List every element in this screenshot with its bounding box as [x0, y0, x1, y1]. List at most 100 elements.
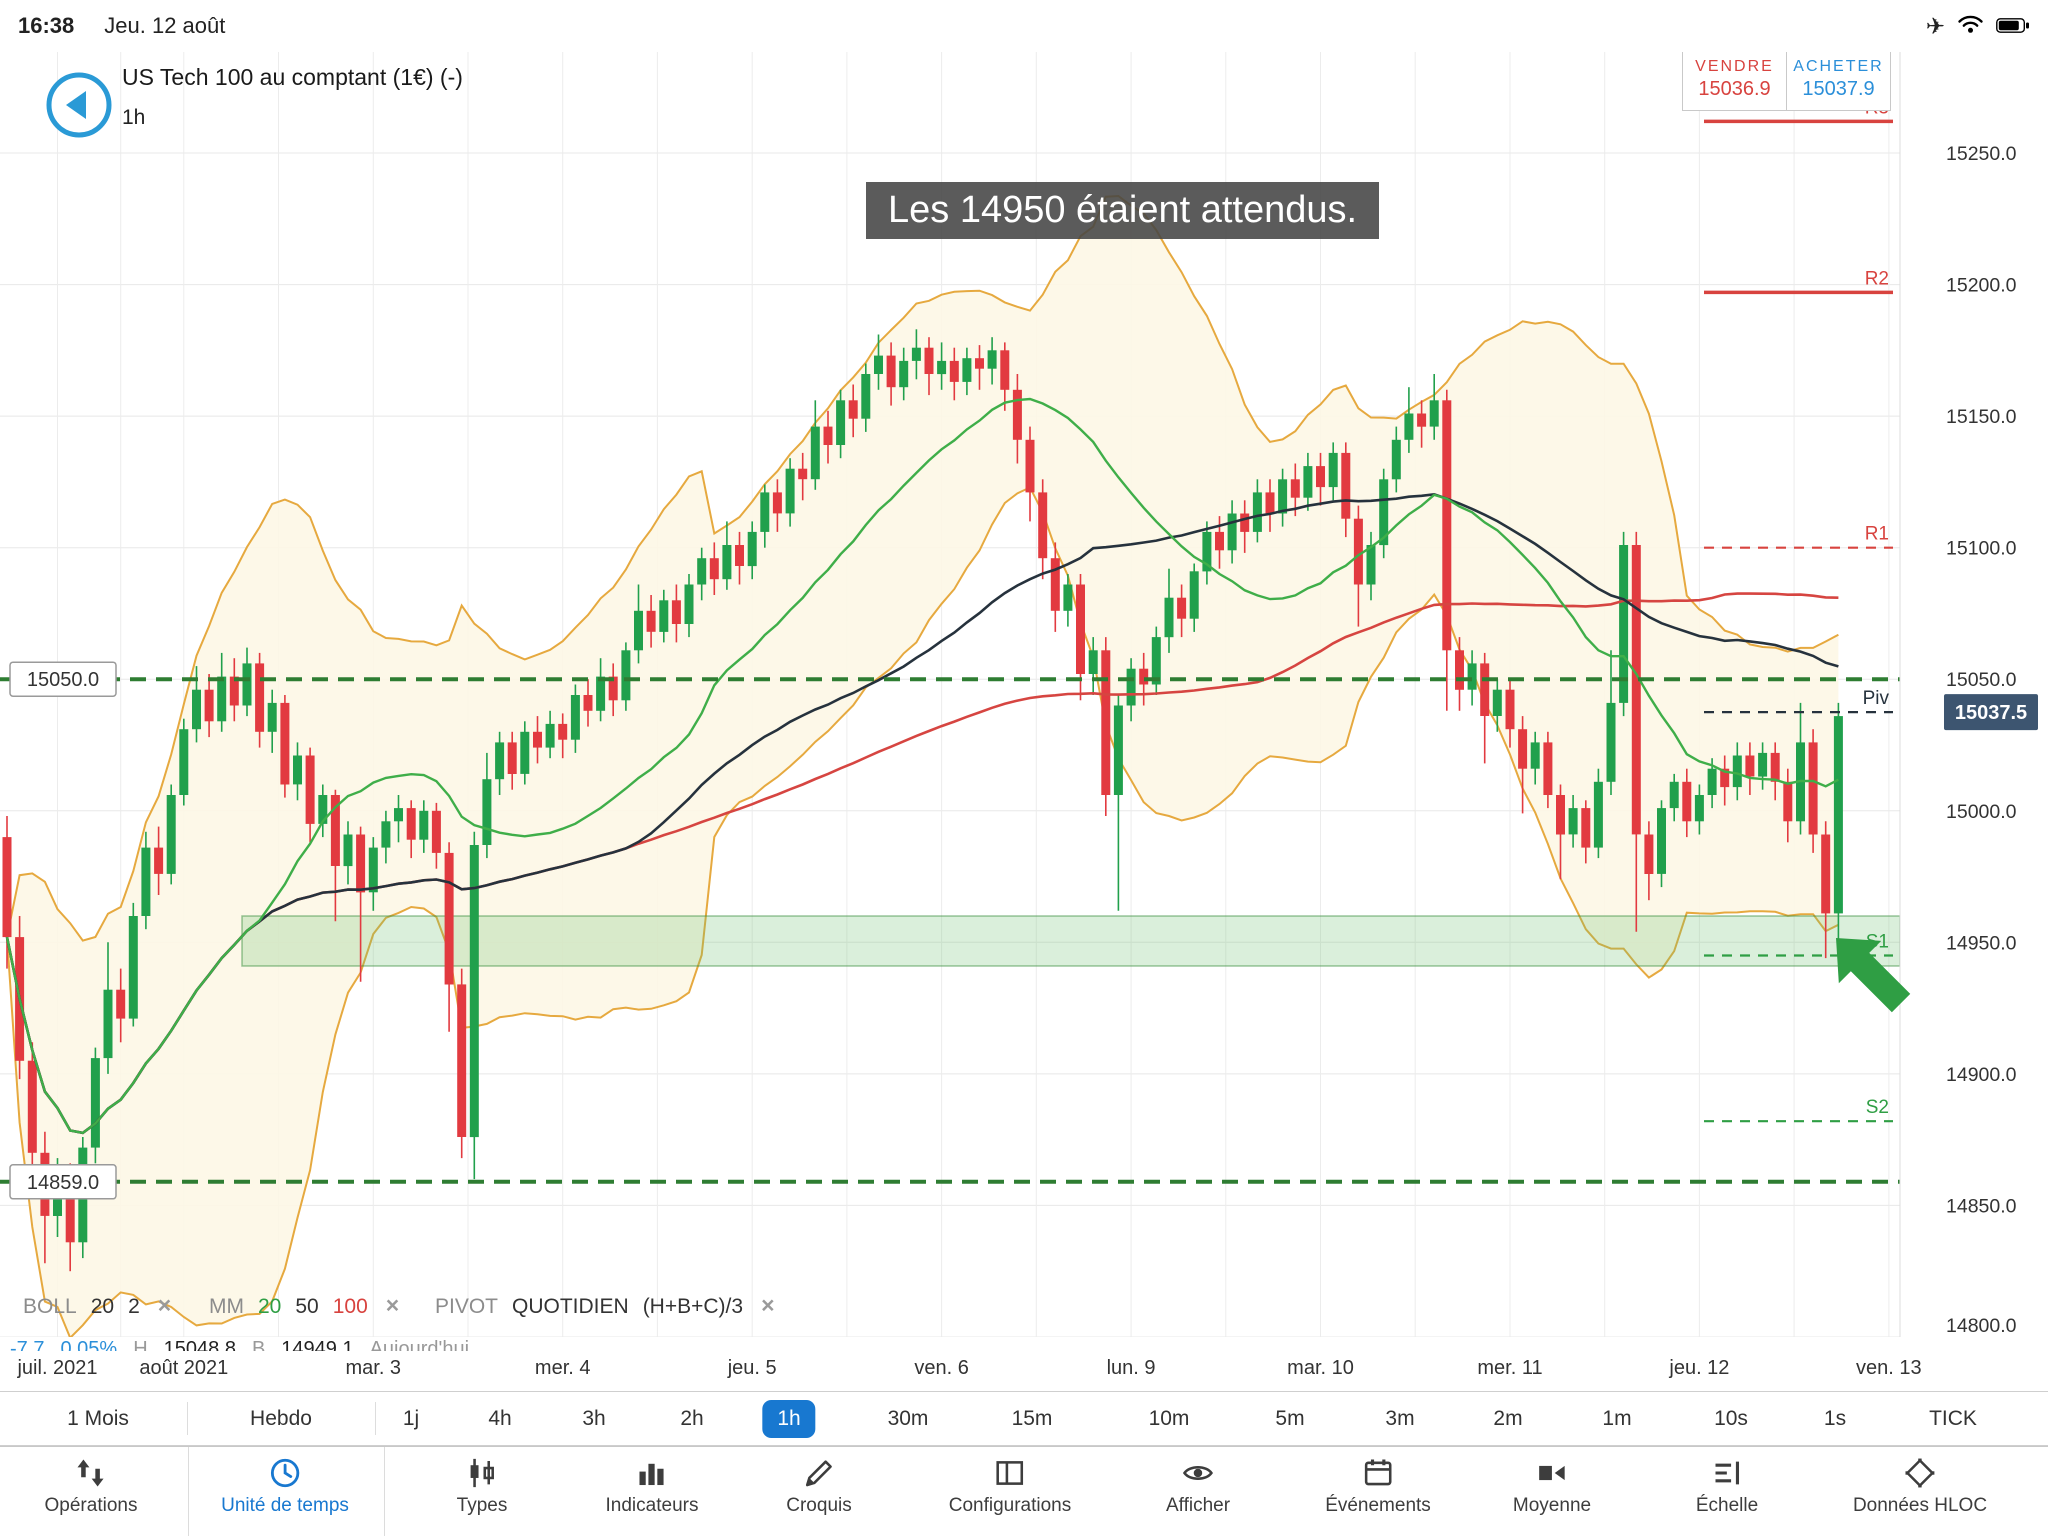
mm50-line: [5, 492, 1839, 1135]
y-axis-label: 15100.0: [1946, 538, 2017, 560]
x-axis-label: mer. 11: [1477, 1357, 1543, 1379]
status-bar: 16:38 Jeu. 12 août ✈: [0, 0, 2048, 52]
change-value: -7.7: [10, 1338, 45, 1352]
y-axis-label: 15200.0: [1946, 275, 2017, 297]
timeframe-hebdo[interactable]: Hebdo: [250, 1406, 312, 1430]
timeframe-30m[interactable]: 30m: [887, 1406, 929, 1430]
toolbar-configurations[interactable]: Configurations: [948, 1456, 1072, 1517]
timeframe-4h[interactable]: 4h: [488, 1406, 512, 1430]
toolbar-label: Données HLOC: [1852, 1495, 1988, 1516]
boll-period: 20: [90, 1295, 115, 1318]
mm-name: MM: [209, 1295, 244, 1318]
y-axis-label: 15000.0: [1946, 801, 2017, 823]
y-axis-label: 15250.0: [1946, 143, 2017, 165]
pivot-formula: (H+B+C)/3: [642, 1295, 744, 1318]
bottom-toolbar: Opérations Unité de temps Types Indicateurs…: [0, 1446, 2048, 1536]
timeframe-1h[interactable]: 1h: [762, 1399, 816, 1438]
sketch-icon: [802, 1456, 836, 1490]
toolbar-unité-de-temps[interactable]: Unité de temps: [221, 1456, 349, 1517]
x-axis-label: ven. 13: [1856, 1357, 1922, 1379]
timeframe-1s[interactable]: 1s: [1823, 1406, 1847, 1430]
toolbar-label: Échelle: [1695, 1495, 1759, 1516]
sell-button[interactable]: VENDRE 15036.9: [1683, 48, 1786, 110]
mm20-line: [5, 397, 1839, 1135]
buy-label: ACHETER: [1793, 57, 1884, 75]
level-label-box: [9, 1164, 117, 1200]
timeframe-2h[interactable]: 2h: [680, 1406, 704, 1430]
pivot-label-r2: R2: [1865, 268, 1889, 289]
level-label-box: [9, 661, 117, 697]
sell-buy-panel: VENDRE 15036.9 ACHETER 15037.9: [1682, 47, 1891, 111]
hloc-icon: [1903, 1456, 1937, 1490]
calendar-icon: [1361, 1456, 1395, 1490]
pivot-label-s2: S2: [1866, 1097, 1889, 1118]
pivot-label-piv: Piv: [1863, 688, 1890, 709]
y-axis-label: 15050.0: [1946, 669, 2017, 691]
pivot-label-r1: R1: [1865, 524, 1889, 545]
remove-mm-button[interactable]: ×: [385, 1292, 400, 1318]
toolbar-label: Configurations: [948, 1495, 1072, 1516]
mm50-period: 50: [295, 1295, 319, 1318]
high-label: H: [133, 1338, 148, 1352]
remove-boll-button[interactable]: ×: [157, 1292, 172, 1318]
toolbar-label: Moyenne: [1512, 1495, 1592, 1516]
price-chart[interactable]: 15050.014859.0R3R2R1PivS1S215250.015200.…: [0, 52, 2048, 1337]
x-axis-label: mar. 10: [1287, 1357, 1354, 1379]
pivot-mode: QUOTIDIEN: [512, 1295, 629, 1318]
divider: [187, 1402, 188, 1435]
high-value: 15048.8: [163, 1338, 236, 1352]
toolbar-types[interactable]: Types: [457, 1456, 507, 1517]
eye-icon: [1181, 1456, 1215, 1490]
boll-deviation: 2: [128, 1295, 140, 1318]
indicator-legend-mm: MM 20 50 100 ×: [209, 1292, 399, 1319]
x-axis-label: août 2021: [139, 1357, 229, 1379]
toolbar-opérations[interactable]: Opérations: [45, 1456, 137, 1517]
boll-name: BOLL: [23, 1295, 77, 1318]
timeframe-10s[interactable]: 10s: [1714, 1406, 1748, 1430]
y-axis-label: 14850.0: [1946, 1195, 2017, 1217]
divider: [188, 1447, 189, 1536]
toolbar-données-hloc[interactable]: Données HLOC: [1853, 1456, 1987, 1517]
wifi-icon: [1957, 13, 1984, 40]
change-percent: 0.05%: [60, 1338, 118, 1352]
toolbar-événements[interactable]: Événements: [1325, 1456, 1431, 1517]
toolbar-échelle[interactable]: Échelle: [1696, 1456, 1758, 1517]
timeframe-tick[interactable]: TICK: [1929, 1406, 1977, 1430]
timeframe-5m[interactable]: 5m: [1275, 1406, 1305, 1430]
back-arrow-icon: [66, 91, 86, 119]
toolbar-label: Afficher: [1165, 1495, 1231, 1516]
timeframe-1j[interactable]: 1j: [402, 1406, 420, 1430]
x-axis-label: mer. 4: [534, 1357, 591, 1379]
y-axis-label: 14950.0: [1946, 932, 2017, 954]
bounce-arrow-annotation: [1836, 938, 1911, 1013]
toolbar-indicateurs[interactable]: Indicateurs: [606, 1456, 698, 1517]
timeframe-3m[interactable]: 3m: [1385, 1406, 1415, 1430]
sell-label: VENDRE: [1695, 57, 1774, 75]
plot-layer: [2, 194, 1900, 1337]
toolbar-croquis[interactable]: Croquis: [786, 1456, 852, 1517]
y-axis-label: 15150.0: [1946, 406, 2017, 428]
support-zone: [241, 915, 1900, 967]
toolbar-afficher[interactable]: Afficher: [1166, 1456, 1230, 1517]
timeframe-15m[interactable]: 15m: [1011, 1406, 1053, 1430]
divider: [384, 1447, 385, 1536]
status-date: Jeu. 12 août: [104, 13, 226, 38]
indicator-legend-bollinger: BOLL 20 2 ×: [23, 1292, 171, 1319]
back-button[interactable]: [44, 70, 114, 140]
toolbar-moyenne[interactable]: Moyenne: [1513, 1456, 1591, 1517]
session-stats: -7.7 0.05% H 15048.8 B 14949.1 Aujourd'h…: [10, 1337, 469, 1352]
timeframe-3h[interactable]: 3h: [582, 1406, 606, 1430]
chart-annotation: Les 14950 étaient attendus.: [866, 182, 1380, 239]
remove-pivot-button[interactable]: ×: [761, 1292, 775, 1318]
timeframe-10m[interactable]: 10m: [1148, 1406, 1190, 1430]
status-icons: ✈: [1926, 13, 2030, 40]
buy-price: 15037.9: [1802, 77, 1875, 100]
timeframe-1-mois[interactable]: 1 Mois: [67, 1406, 129, 1430]
timeframe-2m[interactable]: 2m: [1493, 1406, 1523, 1430]
buy-button[interactable]: ACHETER 15037.9: [1786, 48, 1890, 110]
timeframe-1m[interactable]: 1m: [1602, 1406, 1632, 1430]
x-axis-label: juil. 2021: [17, 1357, 98, 1379]
pivot-name: PIVOT: [435, 1295, 499, 1318]
operations-icon: [74, 1456, 108, 1490]
